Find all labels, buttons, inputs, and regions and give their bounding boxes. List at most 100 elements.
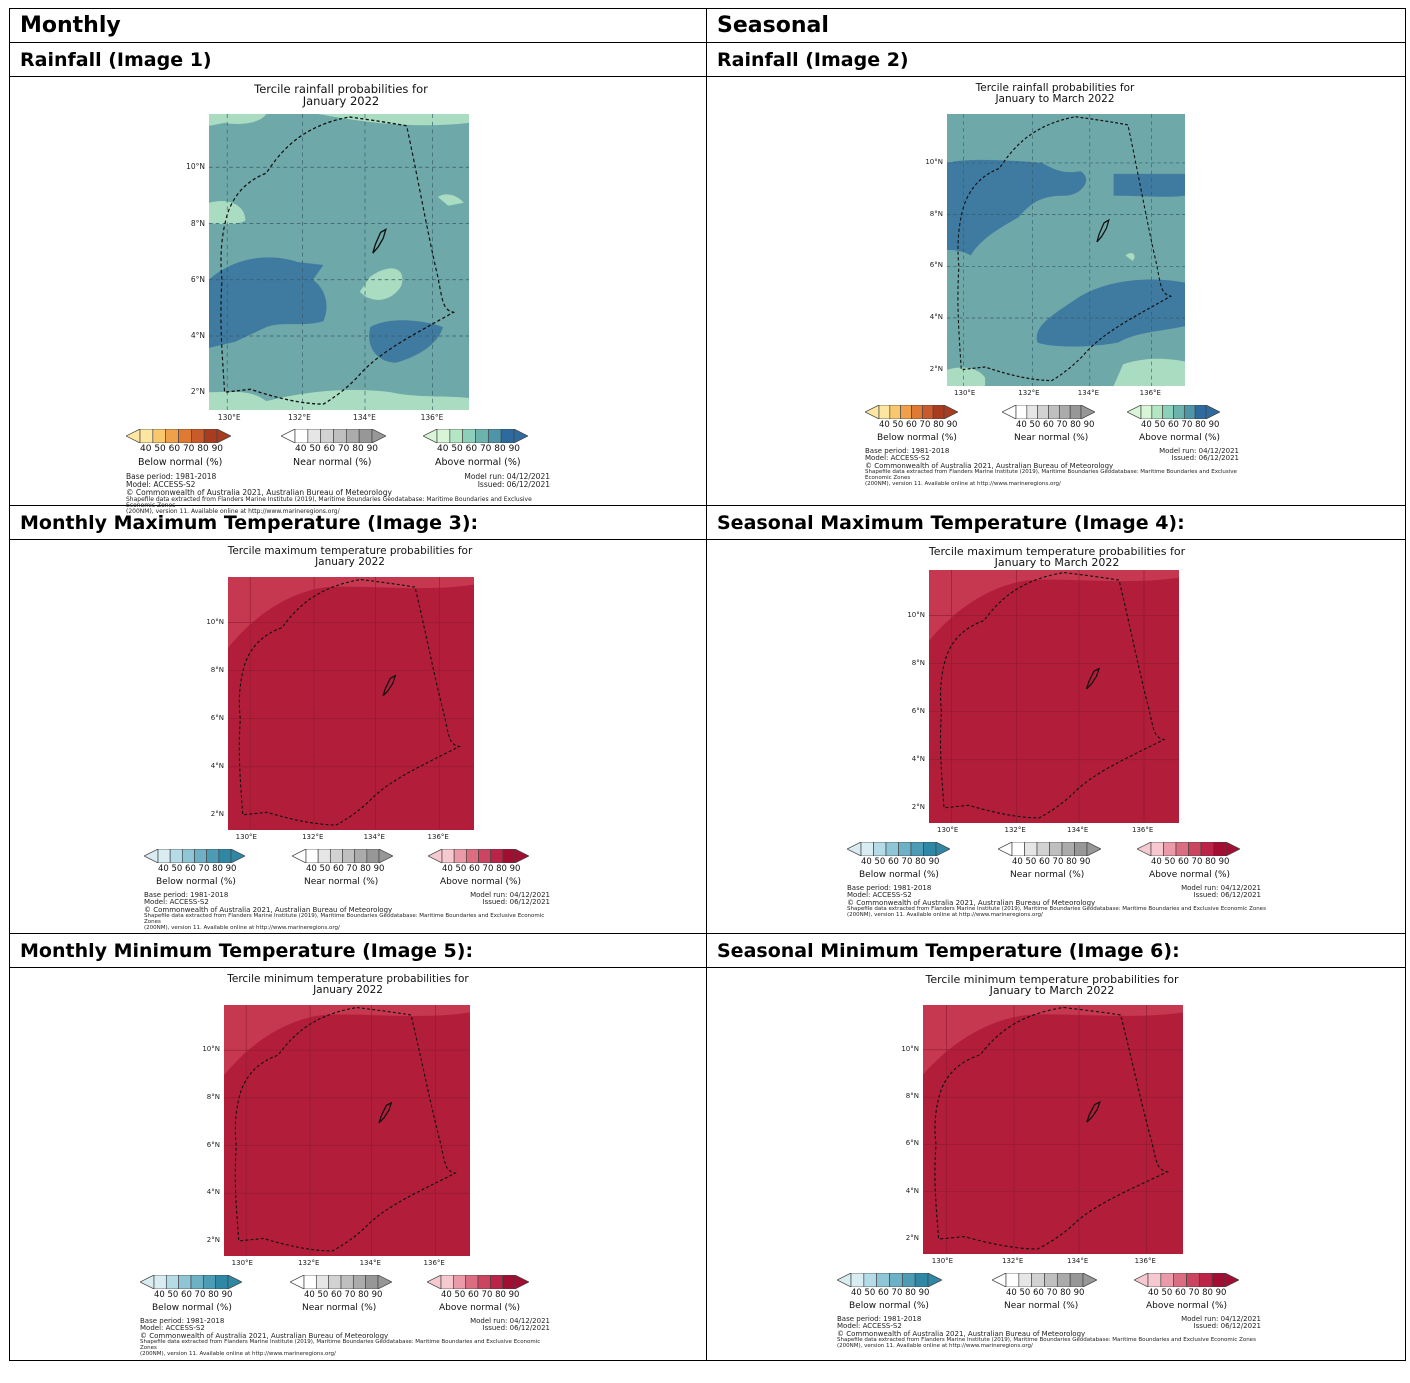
figure-title-line1: Tercile minimum temperature probabilitie… (925, 973, 1179, 986)
latitude-label: 10°N (907, 610, 925, 619)
rainfall-monthly-label-text: Rainfall (Image 1) (20, 48, 212, 71)
palau-islands (1096, 218, 1110, 243)
footer-shapefile-url: (200NM), version 11. Available online at… (144, 924, 340, 931)
longitude-label: 134°E (1067, 1257, 1089, 1265)
above-normal-colorbar (1136, 841, 1241, 861)
seasonal-header-text: Seasonal (717, 13, 829, 38)
outlook-table: Monthly Seasonal Rainfall (Image 1) Rain… (9, 8, 1406, 1361)
palau-islands (1086, 1100, 1101, 1123)
below-normal-colorbar-swatches (846, 841, 951, 857)
latitude-label: 2°N (929, 364, 943, 373)
map-panel (228, 577, 474, 835)
colorbar-title: Near normal (%) (293, 457, 372, 468)
colorbar-tick-labels: 40 50 60 70 80 90 (851, 1288, 930, 1298)
near-normal-colorbar-swatches (280, 428, 387, 444)
model-run-date: Model run: 04/12/2021 (1159, 447, 1239, 455)
above-normal-colorbar (422, 428, 529, 448)
colorbar-title: Below normal (%) (138, 457, 223, 468)
footer-shapefile: Shapefile data extracted from Flanders M… (144, 913, 545, 925)
footer-base-period: Base period: 1981-2018 (126, 472, 217, 481)
image-1-cell: Tercile rainfall probabilities for Januar… (9, 76, 707, 515)
above-normal-colorbar (427, 848, 530, 868)
tmax-monthly-label-text: Monthly Maximum Temperature (Image 3): (20, 511, 479, 534)
figure-title-line2: January to March 2022 (989, 984, 1115, 997)
above-normal-colorbar-swatches (1136, 841, 1241, 857)
colorbar-title: Below normal (%) (156, 876, 236, 887)
tmin-seasonal-label: Seasonal Minimum Temperature (Image 6): (706, 933, 1406, 968)
footer-model: Model: ACCESS-S2 (847, 891, 912, 900)
longitude-label: 130°E (954, 389, 976, 397)
colorbar-title: Near normal (%) (1014, 432, 1089, 443)
eez-boundary (220, 116, 456, 405)
footer-shapefile: Shapefile data extracted from Flanders M… (140, 1339, 541, 1351)
map-figure-f1: Tercile rainfall probabilities for Januar… (125, 81, 556, 515)
model-run-date: Model run: 04/12/2021 (1181, 1315, 1261, 1323)
below-normal-colorbar (846, 841, 951, 861)
above-normal-colorbar (1133, 1272, 1240, 1292)
model-run-info: Model run: 04/12/2021 Issued: 06/12/2021 (1181, 1315, 1261, 1331)
latitude-label: 6°N (206, 1140, 220, 1149)
near-normal-colorbar-swatches (291, 848, 394, 864)
figure-footer: Base period: 1981-2018 Model: ACCESS-S2 © … (865, 447, 1245, 487)
longitude-label: 132°E (288, 413, 311, 422)
tmin-seasonal-label-text: Seasonal Minimum Temperature (Image 6): (717, 939, 1180, 962)
footer-base-period: Base period: 1981-2018 (837, 1315, 922, 1323)
figure-title-line2: January 2022 (315, 555, 385, 568)
latitude-label: 8°N (911, 658, 925, 667)
rainfall-seasonal-label: Rainfall (Image 2) (706, 42, 1406, 77)
below-normal-colorbar-swatches (139, 1274, 243, 1290)
eez-boundary (957, 116, 1173, 382)
map-panel (224, 1005, 470, 1261)
rainfall-seasonal-label-text: Rainfall (Image 2) (717, 48, 909, 71)
latitude-label: 2°N (190, 387, 205, 397)
eez-boundary (934, 1006, 1170, 1250)
latitude-label: 10°N (925, 157, 943, 166)
colorbar-title: Below normal (%) (877, 432, 957, 443)
latitude-label: 6°N (911, 706, 925, 715)
near-normal-colorbar (997, 841, 1102, 861)
above-normal-colorbar (426, 1274, 530, 1294)
figure-title-line2: January to March 2022 (994, 556, 1120, 569)
model-run-date: Model run: 04/12/2021 (464, 472, 550, 481)
latitude-label: 8°N (929, 209, 943, 218)
map-panel (947, 114, 1185, 391)
longitude-label: 134°E (1077, 389, 1100, 397)
footer-copyright: © Commonwealth of Australia 2021, Austra… (144, 905, 393, 914)
footer-base-period: Base period: 1981-2018 (140, 1317, 225, 1325)
colorbar-tick-labels: 40 50 60 70 80 90 (1006, 1288, 1085, 1298)
model-run-date: Model run: 04/12/2021 (1181, 884, 1261, 892)
footer-base-period: Base period: 1981-2018 (865, 447, 950, 455)
issued-date: Issued: 06/12/2021 (482, 1324, 550, 1333)
longitude-label: 134°E (353, 413, 376, 422)
rainfall-probability-map (209, 114, 469, 410)
below-normal-colorbar (864, 404, 959, 424)
longitude-label: 130°E (235, 833, 257, 841)
latitude-label: 6°N (190, 274, 205, 284)
footer-shapefile-url: (200NM), version 11. Available online at… (126, 508, 340, 516)
footer-copyright: © Commonwealth of Australia 2021, Austra… (837, 1329, 1086, 1338)
footer-copyright: © Commonwealth of Australia 2021, Austra… (140, 1331, 389, 1340)
colorbar-tick-labels: 40 50 60 70 80 90 (861, 857, 940, 867)
colorbar-tick-labels: 40 50 60 70 80 90 (1016, 420, 1095, 430)
figure-title-line2: January to March 2022 (995, 92, 1115, 105)
map-figure-f6: Tercile minimum temperature probabilitie… (836, 972, 1267, 1352)
issued-date: Issued: 06/12/2021 (1193, 1322, 1261, 1331)
issued-date: Issued: 06/12/2021 (482, 898, 550, 907)
longitude-label: 136°E (427, 833, 449, 841)
figure-title-line2: January 2022 (313, 983, 383, 996)
colorbar-title: Near normal (%) (1010, 869, 1085, 880)
model-run-info: Model run: 04/12/2021 Issued: 06/12/2021 (470, 1317, 550, 1333)
colorbar-title: Near normal (%) (1004, 1300, 1079, 1311)
colorbar-tick-labels: 40 50 60 70 80 90 (437, 444, 521, 454)
near-normal-colorbar (280, 428, 387, 448)
figure-title-line1: Tercile rainfall probabilities for (975, 82, 1135, 94)
palau-islands (372, 227, 387, 254)
colorbar-tick-labels: 40 50 60 70 80 90 (879, 420, 958, 430)
longitude-label: 136°E (1139, 389, 1161, 397)
colorbar-title: Above normal (%) (1149, 869, 1231, 880)
longitude-label: 136°E (423, 1259, 445, 1267)
latitude-label: 8°N (905, 1092, 919, 1101)
seasonal-header: Seasonal (706, 8, 1406, 43)
colorbar-tick-labels: 40 50 60 70 80 90 (304, 1290, 383, 1300)
figure-title-line1: Tercile maximum temperature probabilitie… (227, 545, 473, 557)
